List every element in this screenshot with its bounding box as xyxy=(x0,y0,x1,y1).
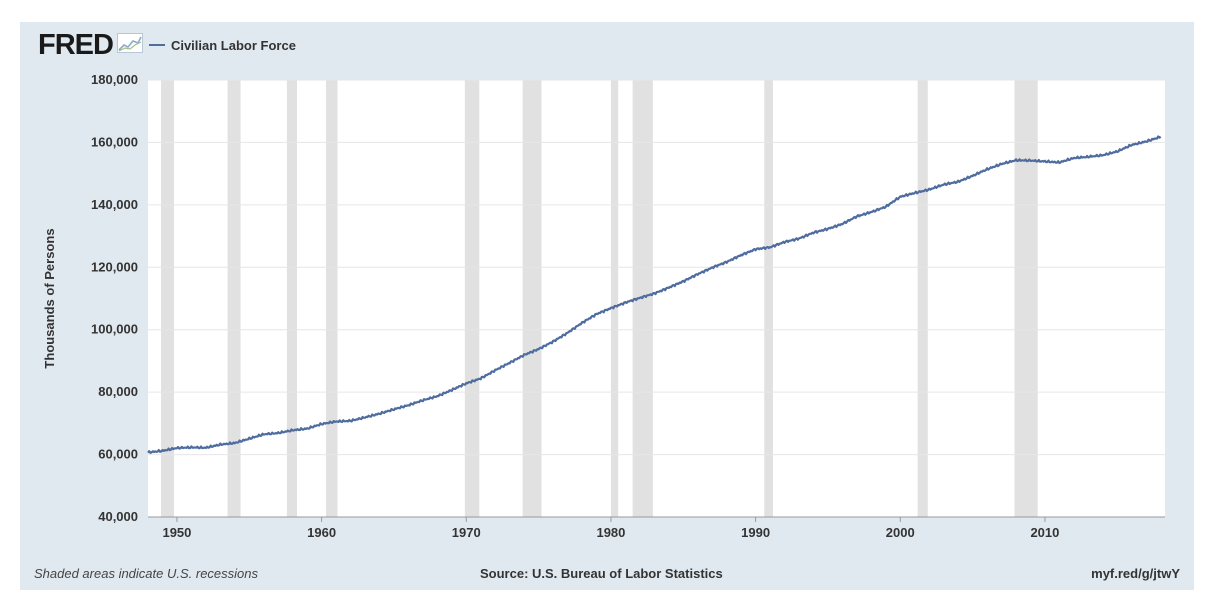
x-tick-label: 1980 xyxy=(596,525,625,540)
recession-band xyxy=(161,80,175,517)
legend-swatch xyxy=(148,44,165,46)
y-tick-label: 100,000 xyxy=(91,322,138,337)
y-tick-label: 180,000 xyxy=(91,72,138,87)
x-tick-label: 1950 xyxy=(162,525,191,540)
y-tick-label: 60,000 xyxy=(98,447,138,462)
line-chart: 40,000 60,000 80,000 100,000 120,000 140,000 1… xyxy=(42,72,1165,540)
source-note: Source: U.S. Bureau of Labor Statistics xyxy=(480,566,723,581)
y-tick-label: 40,000 xyxy=(98,509,138,524)
x-tick-label: 1990 xyxy=(741,525,770,540)
chart-header: FRED Civilian Labor Force xyxy=(38,30,296,60)
chart-container: FRED Civilian Labor Force 40,000 60,000 80… xyxy=(20,22,1194,590)
x-tick-label: 1960 xyxy=(307,525,336,540)
legend-label: Civilian Labor Force xyxy=(170,37,296,53)
x-tick-label: 2000 xyxy=(886,525,915,540)
recession-band xyxy=(610,80,619,517)
recession-band xyxy=(1014,80,1038,517)
fred-logo[interactable]: FRED xyxy=(38,29,114,61)
x-tick-label: 2010 xyxy=(1030,525,1059,540)
recession-band xyxy=(286,80,298,517)
short-url-link[interactable]: myf.red/g/jtwY xyxy=(1091,566,1180,581)
x-tick-label: 1970 xyxy=(452,525,481,540)
recession-band xyxy=(917,80,928,517)
plot-area xyxy=(148,80,1165,517)
recession-band xyxy=(522,80,542,517)
recession-band xyxy=(227,80,241,517)
y-axis-label: Thousands of Persons xyxy=(42,228,57,368)
recession-band xyxy=(464,80,480,517)
recession-band xyxy=(764,80,773,517)
y-tick-label: 80,000 xyxy=(98,384,138,399)
y-tick-label: 140,000 xyxy=(91,197,138,212)
recession-note: Shaded areas indicate U.S. recessions xyxy=(34,566,259,581)
y-tick-label: 120,000 xyxy=(91,259,138,274)
chart-line-icon xyxy=(116,32,143,58)
series-line xyxy=(147,135,1162,454)
legend-item[interactable]: Civilian Labor Force xyxy=(148,37,296,53)
recession-band xyxy=(325,80,338,517)
y-tick-label: 160,000 xyxy=(91,134,138,149)
